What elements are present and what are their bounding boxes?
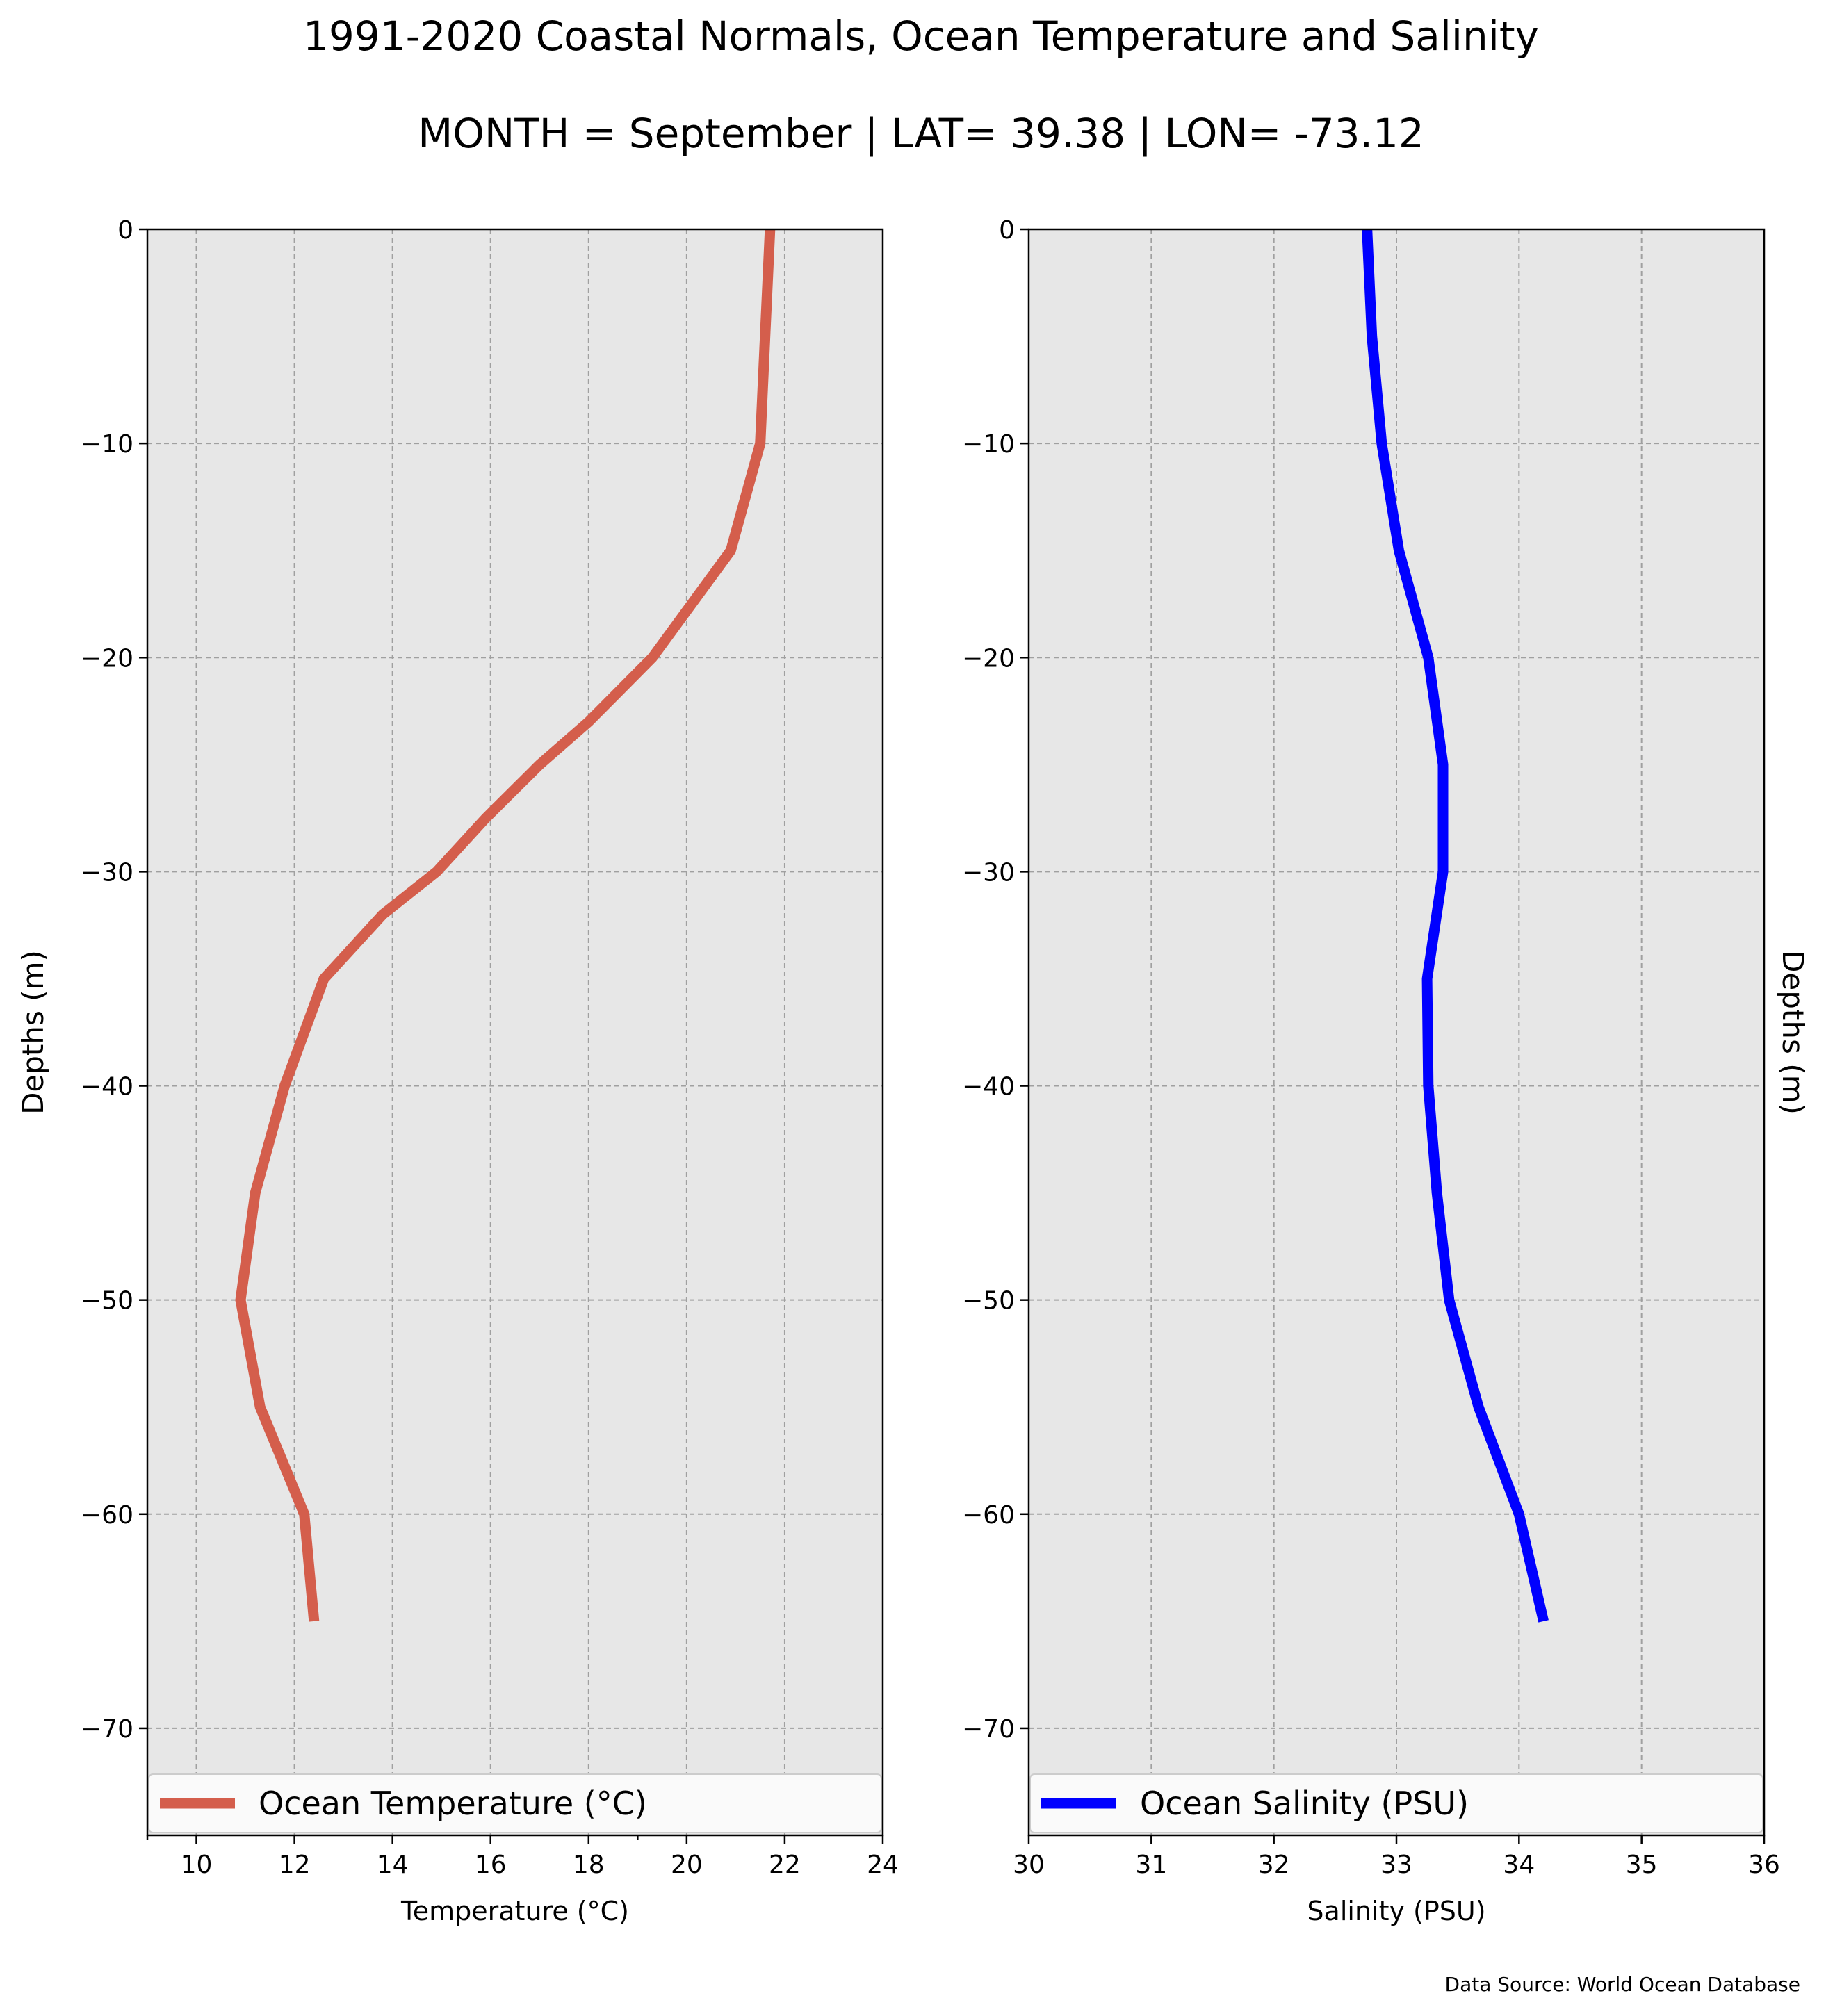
chart-subtitle: MONTH = September | LAT= 39.38 | LON= -7…: [418, 110, 1424, 157]
temperature-xtick-label: 20: [671, 1851, 703, 1879]
salinity-panel: 0 −10 −20 −30 −40 −50 −60 −70 30 31 32 33 34 35 36 Ocea…: [962, 216, 1810, 1926]
salinity-ytick-label: −70: [962, 1715, 1015, 1744]
salinity-ytick-label: −50: [962, 1287, 1015, 1316]
temperature-xtick-label: 12: [279, 1851, 311, 1879]
salinity-xtick-label: 35: [1626, 1851, 1658, 1879]
temperature-xtick-label: 18: [573, 1851, 605, 1879]
salinity-legend-label: Ocean Salinity (PSU): [1140, 1785, 1469, 1822]
salinity-legend-box: [1029, 1773, 1763, 1833]
salinity-xtick-label: 31: [1135, 1851, 1167, 1879]
temperature-ytick-label: −70: [81, 1715, 133, 1744]
temperature-ytick-label: −60: [81, 1501, 133, 1530]
salinity-xtick-label: 33: [1380, 1851, 1412, 1879]
chart-title: 1991-2020 Coastal Normals, Ocean Tempera…: [303, 13, 1539, 60]
temperature-xtick-label: 10: [181, 1851, 213, 1879]
temperature-yaxis-title: Depths (m): [16, 950, 50, 1115]
temperature-legend-label: Ocean Temperature (°C): [259, 1785, 647, 1822]
salinity-ytick-label: 0: [999, 216, 1015, 245]
salinity-ytick-label: −20: [962, 644, 1015, 673]
salinity-xaxis-title: Salinity (PSU): [1307, 1896, 1485, 1926]
salinity-xtick-label: 34: [1503, 1851, 1535, 1879]
temperature-xtick-label: 14: [377, 1851, 409, 1879]
temperature-ytick-label: −40: [81, 1073, 133, 1101]
salinity-axes-frame: [1027, 228, 1766, 1837]
temperature-legend: Ocean Temperature (°C): [148, 1773, 882, 1833]
salinity-series-line: [1362, 229, 1549, 1623]
salinity-legend: Ocean Salinity (PSU): [1029, 1773, 1763, 1833]
temperature-ytick-label: −10: [81, 430, 133, 459]
temperature-xaxis-title: Temperature (°C): [400, 1896, 629, 1926]
salinity-ytick-label: −10: [962, 430, 1015, 459]
salinity-ytick-label: −40: [962, 1073, 1015, 1101]
temperature-xtick-label: 24: [867, 1851, 899, 1879]
salinity-xtick-label: 32: [1258, 1851, 1290, 1879]
salinity-xtick-label: 30: [1013, 1851, 1045, 1879]
temperature-legend-box: [148, 1773, 882, 1833]
temperature-xtick-label: 16: [475, 1851, 507, 1879]
temperature-panel: 0 −10 −20 −30 −40 −50 −60 −70 10 12 14 16 18 20 22 24 Oc…: [16, 216, 899, 1926]
temperature-plot-area: [147, 229, 883, 1835]
temperature-ytick-label: −30: [81, 858, 133, 887]
temperature-ytick-label: −20: [81, 644, 133, 673]
salinity-xtick-label: 36: [1748, 1851, 1780, 1879]
salinity-yaxis-title: Depths (m): [1776, 950, 1810, 1115]
temperature-ytick-label: 0: [117, 216, 133, 245]
salinity-ytick-label: −60: [962, 1501, 1015, 1530]
data-source-note: Data Source: World Ocean Database: [1445, 1973, 1800, 1996]
salinity-ytick-label: −30: [962, 858, 1015, 887]
temperature-ytick-label: −50: [81, 1287, 133, 1316]
temperature-axes-frame: [146, 228, 884, 1837]
temperature-xtick-label: 22: [769, 1851, 801, 1879]
temperature-series-line: [235, 229, 776, 1622]
